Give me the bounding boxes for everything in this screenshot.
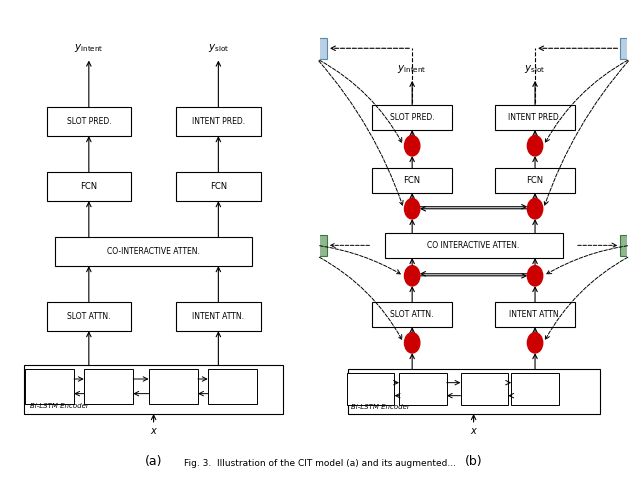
Bar xyxy=(495,105,575,130)
Text: SLOT PRED.: SLOT PRED. xyxy=(67,117,111,126)
Bar xyxy=(47,172,131,201)
Text: CO INTERACTIVE ATTEN.: CO INTERACTIVE ATTEN. xyxy=(428,241,520,250)
Bar xyxy=(620,235,640,256)
Text: CO-INTERACTIVE ATTEN.: CO-INTERACTIVE ATTEN. xyxy=(107,247,200,256)
Bar xyxy=(511,373,559,405)
Bar xyxy=(495,302,575,327)
Bar xyxy=(307,235,327,256)
Bar xyxy=(55,237,252,266)
Circle shape xyxy=(404,136,420,156)
Text: $y_{\rm intent}$: $y_{\rm intent}$ xyxy=(74,43,104,54)
Bar xyxy=(176,107,260,136)
Text: FCN: FCN xyxy=(527,176,543,185)
Text: FCN: FCN xyxy=(404,176,420,185)
Bar xyxy=(372,168,452,193)
Text: $y_{\rm slot}$: $y_{\rm slot}$ xyxy=(208,43,229,54)
Bar xyxy=(620,38,640,59)
Bar xyxy=(25,369,74,403)
Circle shape xyxy=(527,266,543,286)
Bar xyxy=(24,365,283,414)
Text: SLOT ATTN.: SLOT ATTN. xyxy=(67,312,111,321)
Circle shape xyxy=(404,199,420,219)
Text: FCN: FCN xyxy=(210,182,227,191)
Text: $x$: $x$ xyxy=(150,426,157,436)
Bar xyxy=(385,233,563,258)
Bar xyxy=(399,373,447,405)
Circle shape xyxy=(527,199,543,219)
Bar xyxy=(84,369,133,403)
Bar xyxy=(372,105,452,130)
Bar xyxy=(47,302,131,331)
Text: INTENT ATTN.: INTENT ATTN. xyxy=(509,310,561,319)
Bar xyxy=(348,369,600,414)
Text: SLOT PRED.: SLOT PRED. xyxy=(390,113,435,122)
Bar xyxy=(347,373,394,405)
Circle shape xyxy=(527,136,543,156)
Text: (b): (b) xyxy=(465,455,483,467)
Bar xyxy=(148,369,198,403)
Circle shape xyxy=(404,266,420,286)
Text: $x$: $x$ xyxy=(470,426,477,436)
Text: $y_{\rm slot}$: $y_{\rm slot}$ xyxy=(524,63,546,75)
Bar xyxy=(372,302,452,327)
Text: (a): (a) xyxy=(145,455,163,467)
Bar xyxy=(47,107,131,136)
Bar xyxy=(307,38,327,59)
Bar xyxy=(495,168,575,193)
Text: SLOT ATTN.: SLOT ATTN. xyxy=(390,310,434,319)
Circle shape xyxy=(404,333,420,353)
Circle shape xyxy=(527,333,543,353)
Text: Bi-LSTM Encoder: Bi-LSTM Encoder xyxy=(351,404,410,410)
Bar xyxy=(461,373,508,405)
Text: INTENT ATTN.: INTENT ATTN. xyxy=(193,312,244,321)
Bar xyxy=(176,302,260,331)
Bar xyxy=(176,172,260,201)
Text: Bi-LSTM Encoder: Bi-LSTM Encoder xyxy=(29,403,88,409)
Text: $y_{\rm intent}$: $y_{\rm intent}$ xyxy=(397,63,427,75)
Bar xyxy=(208,369,257,403)
Text: INTENT PRED.: INTENT PRED. xyxy=(192,117,245,126)
Text: Fig. 3.  Illustration of the CIT model (a) and its augmented...: Fig. 3. Illustration of the CIT model (a… xyxy=(184,459,456,468)
Text: INTENT PRED.: INTENT PRED. xyxy=(508,113,562,122)
Text: FCN: FCN xyxy=(80,182,97,191)
